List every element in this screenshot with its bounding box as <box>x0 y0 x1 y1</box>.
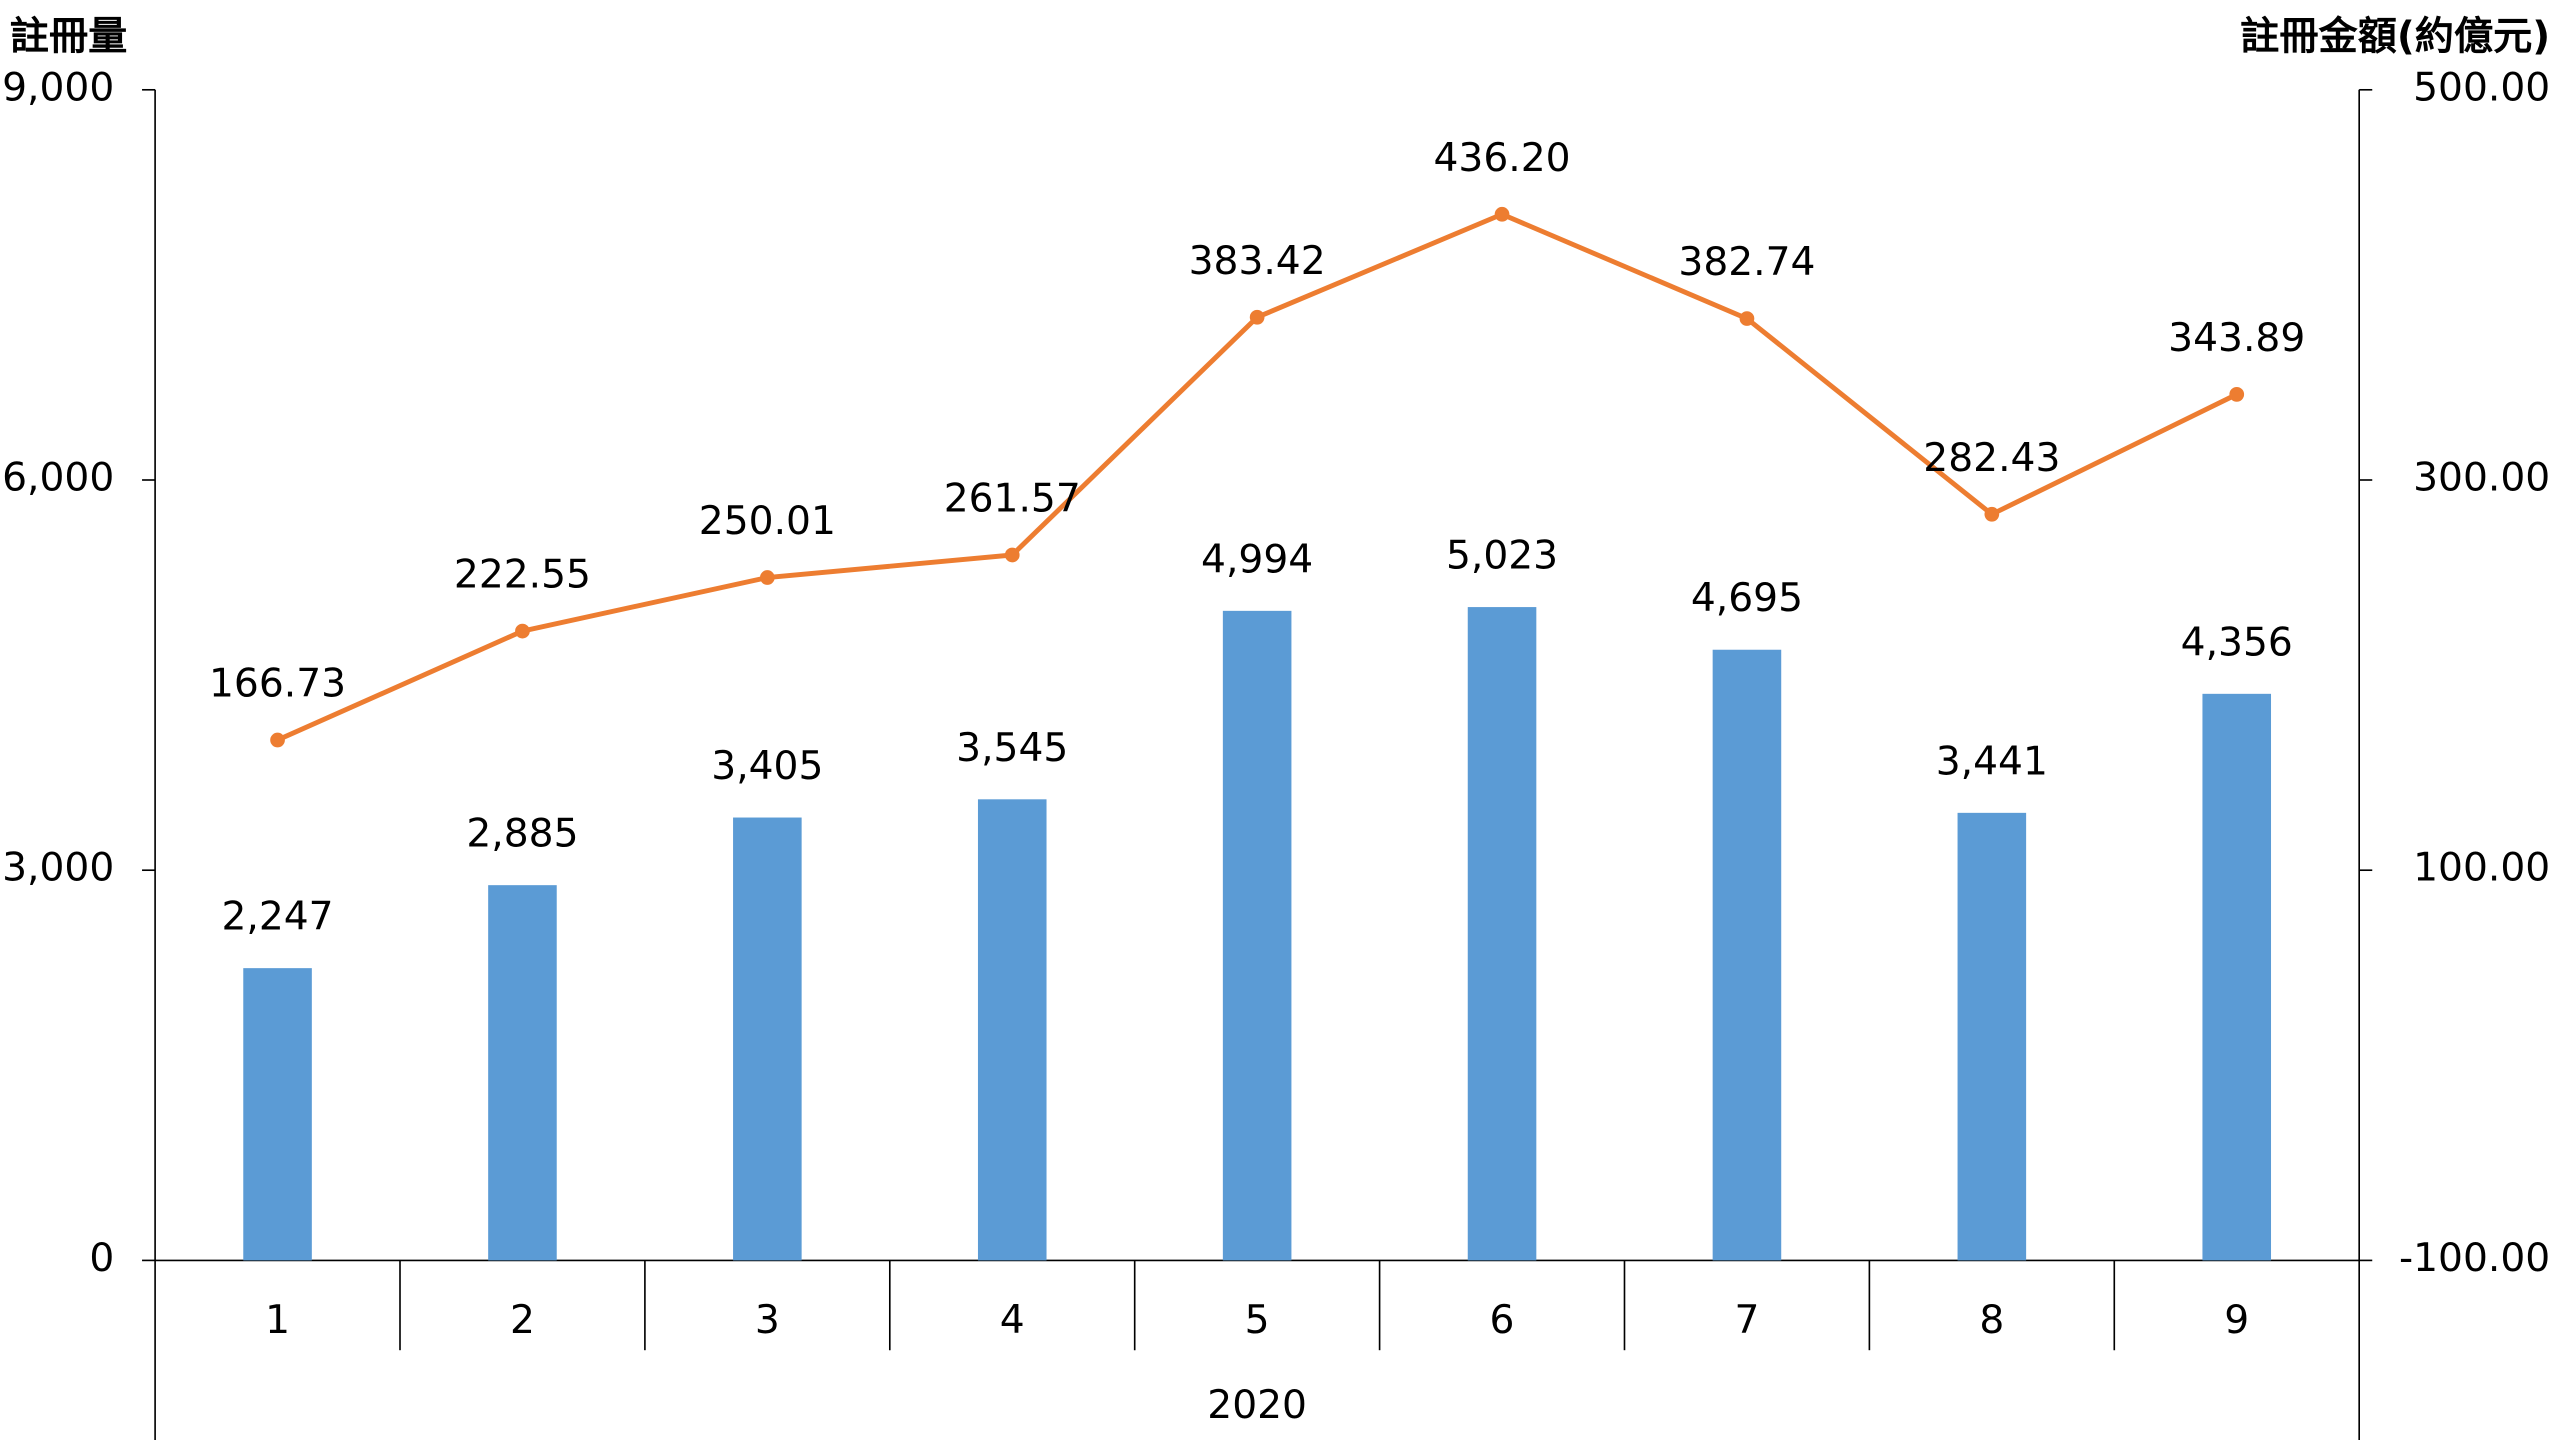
bar <box>1957 812 2027 1261</box>
data-label: 3,545 <box>956 726 1068 771</box>
data-label: 5,023 <box>1446 534 1558 579</box>
y-tick-label: 6,000 <box>2 456 114 501</box>
x-tick-label: 9 <box>2224 1298 2249 1343</box>
line-point <box>1739 311 1755 326</box>
bar <box>2202 693 2272 1261</box>
x-tick-label: 4 <box>1000 1298 1025 1343</box>
y-tick-label: 3,000 <box>2 846 114 891</box>
line-point <box>270 732 285 748</box>
data-label: 250.01 <box>699 499 836 544</box>
y2-tick-label: 500.00 <box>2413 65 2550 110</box>
bar <box>1222 610 1292 1261</box>
bar <box>1712 649 1782 1261</box>
bar <box>488 885 557 1261</box>
y2-tick-label: 100.00 <box>2413 846 2550 891</box>
data-label: 383.42 <box>1189 239 1326 284</box>
x-tick-label: 8 <box>1979 1298 2004 1343</box>
x-tick-label: 3 <box>755 1298 780 1343</box>
data-label: 2,247 <box>221 895 333 940</box>
x-group-label: 2020 <box>1207 1383 1307 1428</box>
y-tick-label: 9,000 <box>2 65 114 110</box>
line-point <box>2229 387 2245 402</box>
y2-tick-label: -100.00 <box>2399 1236 2550 1281</box>
y2-tick-label: 300.00 <box>2413 456 2550 501</box>
y2-axis-title: 註冊金額(約億元) <box>2240 15 2550 60</box>
x-tick-label: 1 <box>265 1298 290 1343</box>
x-tick-label: 2 <box>510 1298 535 1343</box>
data-label: 282.43 <box>1923 436 2060 481</box>
data-label: 4,695 <box>1691 576 1803 621</box>
bar <box>243 968 312 1261</box>
bar <box>1467 607 1537 1261</box>
line-point <box>1249 309 1265 325</box>
data-label: 3,441 <box>1936 739 2048 784</box>
y-tick-label: 0 <box>89 1236 114 1281</box>
bar <box>977 799 1047 1261</box>
x-tick-label: 7 <box>1734 1298 1759 1343</box>
x-tick-label: 5 <box>1245 1298 1270 1343</box>
data-label: 343.89 <box>2168 316 2305 361</box>
data-label: 3,405 <box>711 744 823 789</box>
data-label: 2,885 <box>466 812 578 857</box>
line-point <box>1494 206 1510 222</box>
data-label: 261.57 <box>944 477 1081 522</box>
data-label: 4,994 <box>1201 537 1313 582</box>
line-point <box>760 570 775 585</box>
data-label: 436.20 <box>1434 136 1571 181</box>
bar <box>733 817 802 1261</box>
line-point <box>1004 547 1020 563</box>
x-tick-label: 6 <box>1490 1298 1515 1343</box>
y-axis-title: 註冊量 <box>10 15 128 60</box>
data-label: 222.55 <box>454 553 591 598</box>
line-point <box>1984 506 2000 522</box>
data-label: 382.74 <box>1678 240 1815 285</box>
line-point <box>515 623 530 639</box>
data-label: 4,356 <box>2181 620 2293 665</box>
data-label: 166.73 <box>209 662 346 707</box>
